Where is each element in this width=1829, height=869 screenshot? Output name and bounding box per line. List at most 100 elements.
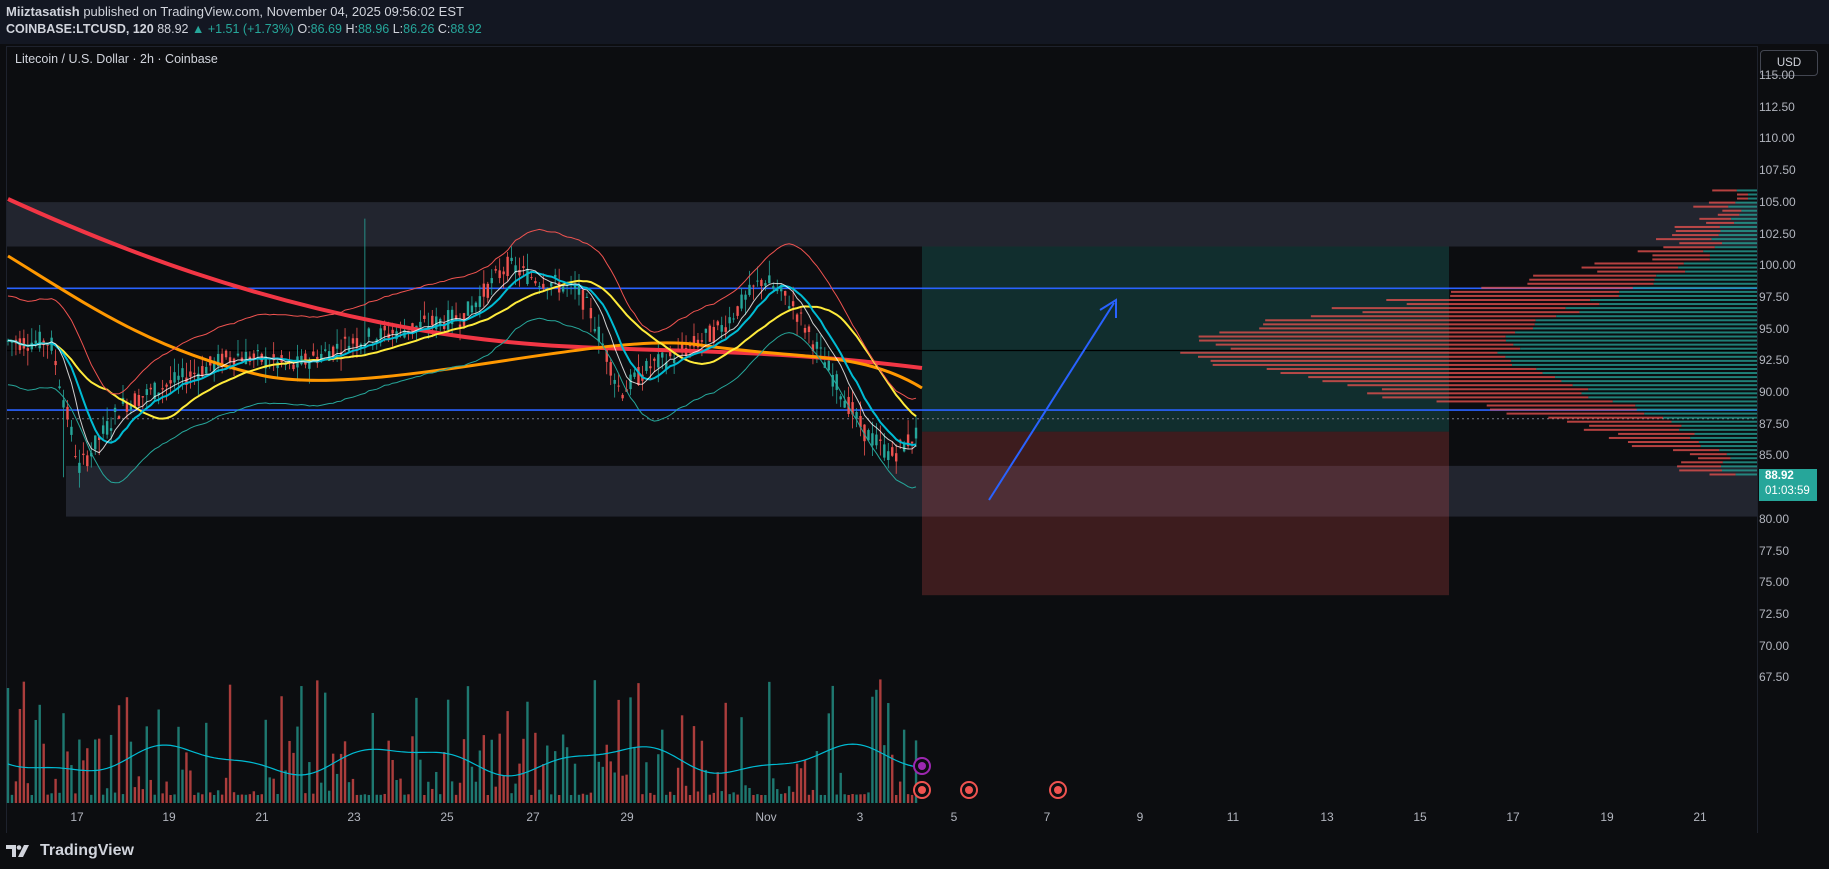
volume-bar [701,741,703,803]
volume-bar [772,778,774,803]
volume-bar [752,795,754,803]
volume-bar [602,767,604,803]
candle-body [138,395,140,406]
candle-body [261,354,263,362]
volume-bar [146,726,148,803]
volume-profile-bar [1672,234,1719,236]
volume-bar [269,777,271,803]
volume-bar [780,794,782,803]
volume-bar [70,765,72,803]
candle-body [169,380,171,383]
volume-bar [181,770,183,803]
volume-bar [661,730,663,803]
volume-bar [748,788,750,803]
price-tick-label: 67.50 [1759,670,1819,684]
date-tick-label: 17 [70,810,83,824]
volume-bar [102,795,104,803]
volume-bar [138,776,140,803]
volume-profile-bar [1678,267,1757,269]
volume-bar [161,793,163,803]
candle-body [875,435,877,446]
volume-profile-bar [1679,429,1757,431]
volume-bar [475,782,477,803]
volume-bar [130,742,132,803]
volume-bar [693,726,695,803]
volume-profile-bar [1681,425,1757,427]
volume-profile-bar [1536,368,1757,370]
brand-name: TradingView [40,842,134,860]
volume-bar [498,734,500,803]
candle-body [58,386,60,388]
volume-bar [510,793,512,803]
date-tick-label: 23 [347,810,360,824]
date-tick-label: 19 [1600,810,1613,824]
candle-body [495,269,497,271]
volume-bar [681,715,683,803]
volume-bar [665,795,667,803]
volume-bar [376,795,378,803]
volume-bar [126,697,128,803]
volume-profile-bar [1676,230,1721,232]
candle-body [66,407,68,420]
candle-body [820,347,822,348]
volume-profile-bar [1712,189,1737,191]
tradingview-logo[interactable]: TradingView [6,842,134,860]
volume-profile-bar [1699,218,1731,220]
volume-profile-bar [1644,413,1757,415]
candle-body [487,284,489,298]
volume-profile-bar [1211,360,1512,362]
candle-body [784,291,786,296]
volume-bar [415,698,417,803]
volume-profile-bar [1685,271,1757,273]
volume-profile-bar [1693,206,1728,208]
volume-bar [411,736,413,803]
candle-body [419,322,421,328]
volume-bar [221,795,223,803]
volume-profile-bar [1198,356,1505,358]
volume-profile-bar [1722,469,1757,471]
volume-profile-bar [1741,210,1757,212]
candle-body [177,376,179,380]
volume-bar [431,789,433,803]
volume-profile-bar [1679,242,1722,244]
candle-body [356,338,358,347]
volume-profile-bar [1199,340,1506,342]
volume-bar [713,793,715,803]
candle-body [661,352,663,357]
price-tick-label: 107.50 [1759,163,1819,177]
candle-body [522,266,524,268]
volume-bar [586,795,588,803]
volume-profile-bar [1512,364,1757,366]
price-tick-label: 95.00 [1759,322,1819,336]
volume-bar [633,747,635,803]
candle-body [225,351,227,358]
volume-bar [487,795,489,803]
volume-profile-bar [1734,222,1757,224]
volume-bar [284,770,286,803]
volume-bar [288,741,290,803]
volume-bar [261,794,263,803]
volume-bar [106,788,108,803]
volume-profile-bar [1450,295,1619,297]
volume-bar [863,794,865,803]
volume-profile-bar [1555,376,1757,378]
price-tick-label: 105.00 [1759,195,1819,209]
candle-body [645,361,647,371]
candle-body [542,284,544,289]
volume-profile-bar [1663,246,1715,248]
candle-body [253,354,255,359]
volume-bar [669,792,671,803]
candle-body [118,416,120,419]
date-tick-label: 19 [162,810,175,824]
support-zone [66,466,1757,517]
candle-body [828,361,830,371]
candle-body [582,290,584,310]
volume-profile-bar [1737,189,1757,191]
date-tick-label: 13 [1320,810,1333,824]
candle-body [189,371,191,376]
candle-body [796,314,798,321]
price-tick-label: 77.50 [1759,544,1819,558]
volume-bar [328,791,330,803]
volume-bar [276,794,278,803]
